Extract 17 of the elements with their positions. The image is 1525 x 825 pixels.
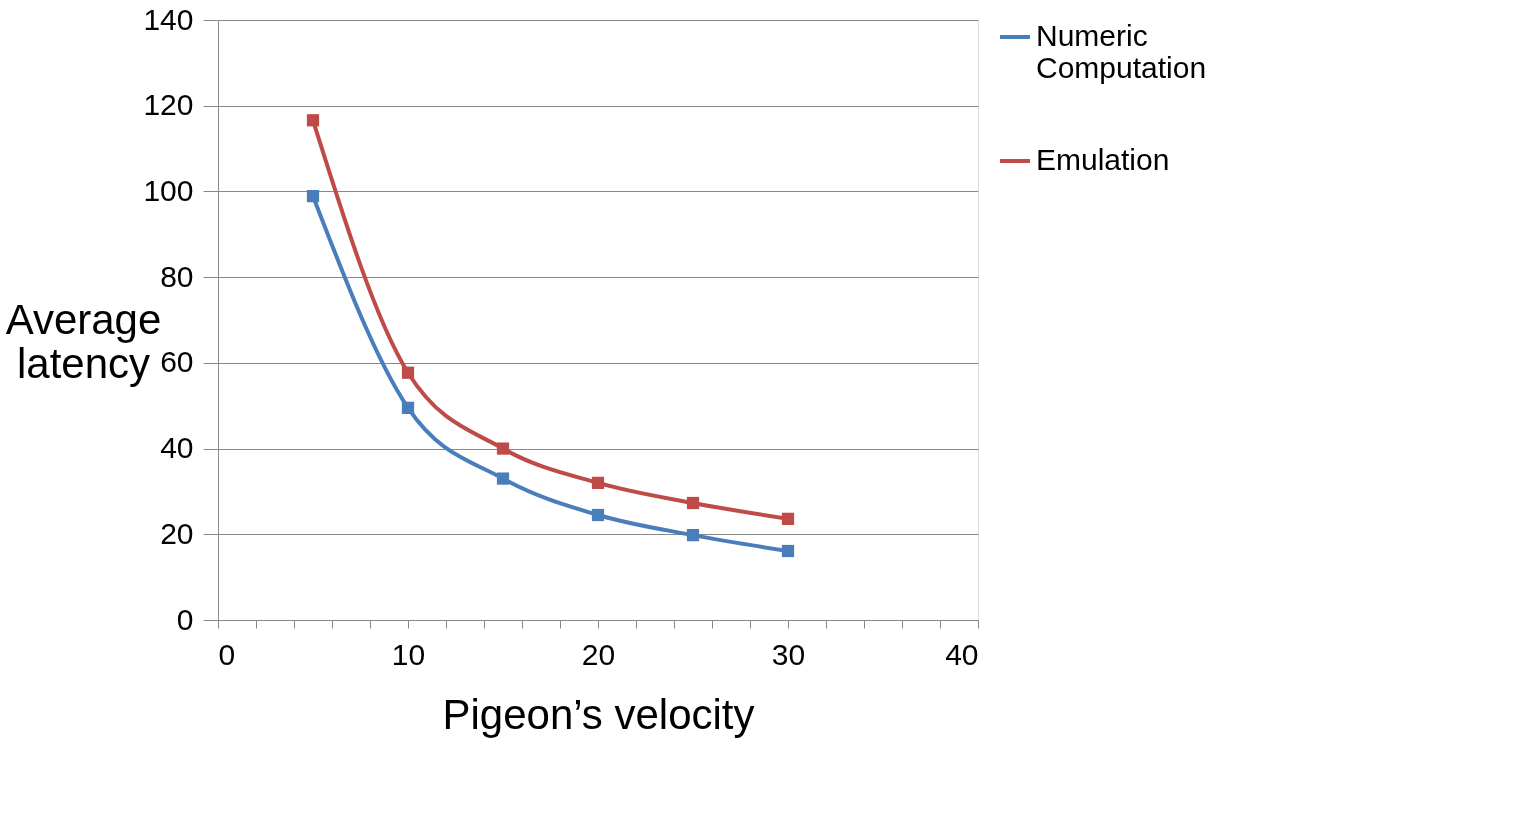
x-axis-title: Pigeon’s velocity [442, 690, 755, 738]
legend-label: Numeric Computation [1036, 19, 1207, 84]
y-tick-label: 140 [143, 2, 194, 36]
y-tick-label: 0 [176, 602, 194, 636]
x-tick-label: 30 [771, 637, 806, 671]
y-tick-label: 100 [143, 173, 194, 207]
x-tick-label: 40 [945, 637, 979, 671]
y-tick-label: 20 [160, 516, 194, 550]
x-tick-label: 0 [218, 637, 236, 671]
x-tick-label: 20 [581, 637, 616, 671]
y-tick-label: 120 [143, 88, 194, 122]
legend-label: Emulation [1036, 143, 1170, 176]
y-tick-label: 60 [160, 345, 194, 379]
y-axis-title: Average latency [5, 295, 162, 387]
y-tick-label: 80 [160, 259, 194, 293]
y-tick-label: 40 [160, 431, 194, 465]
x-tick-label: 10 [391, 637, 426, 671]
